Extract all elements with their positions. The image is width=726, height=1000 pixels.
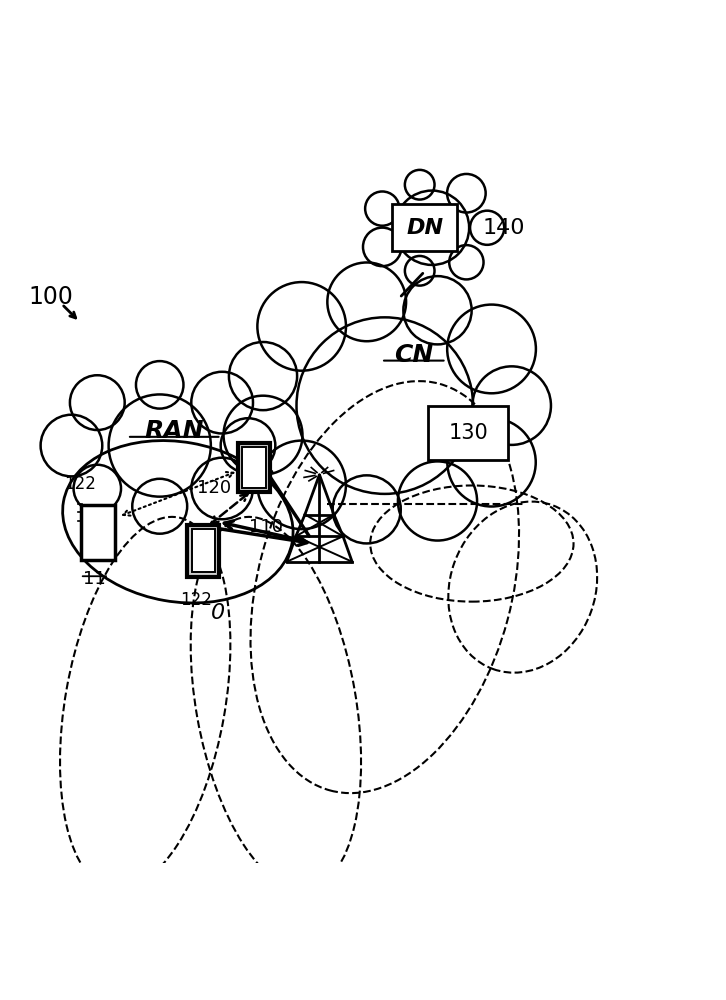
- FancyBboxPatch shape: [242, 447, 266, 488]
- FancyBboxPatch shape: [392, 204, 457, 251]
- Text: 120: 120: [197, 479, 232, 497]
- Text: RAN: RAN: [144, 419, 204, 443]
- FancyBboxPatch shape: [81, 505, 115, 560]
- Text: CN: CN: [394, 343, 433, 367]
- Text: 122: 122: [180, 591, 212, 609]
- Text: 140: 140: [483, 218, 526, 238]
- Text: 100: 100: [28, 285, 73, 309]
- Text: 130: 130: [449, 423, 488, 443]
- FancyBboxPatch shape: [192, 529, 215, 572]
- Text: 122: 122: [64, 475, 96, 493]
- Text: 110: 110: [249, 518, 283, 536]
- FancyBboxPatch shape: [187, 525, 219, 577]
- FancyBboxPatch shape: [428, 406, 508, 460]
- Text: 11: 11: [83, 570, 106, 588]
- Text: 0: 0: [211, 603, 225, 623]
- Text: DN: DN: [406, 218, 444, 238]
- FancyBboxPatch shape: [238, 443, 270, 492]
